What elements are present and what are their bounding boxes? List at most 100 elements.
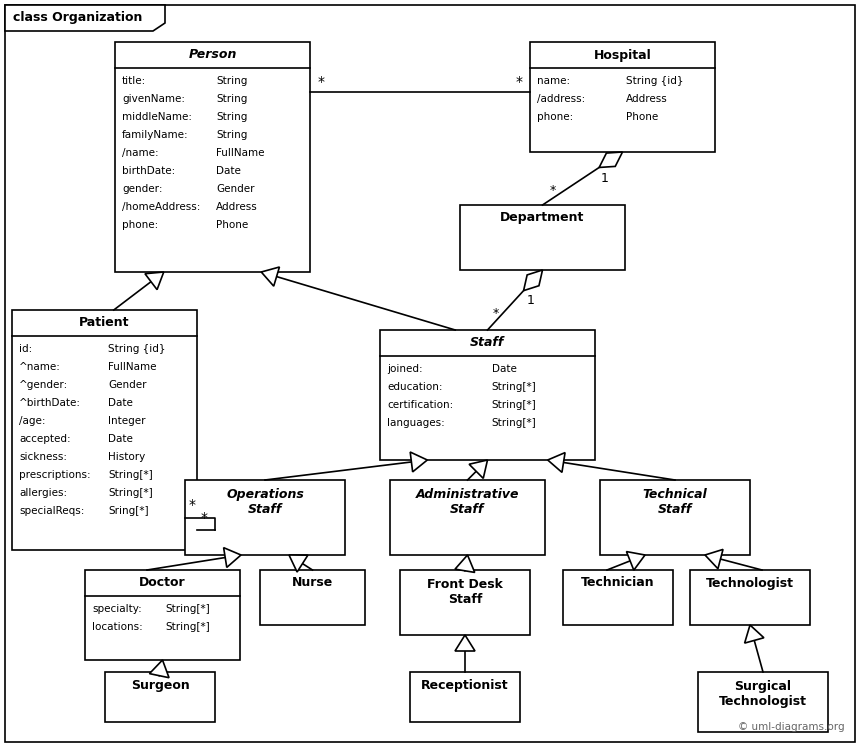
Text: Date: Date bbox=[108, 433, 133, 444]
Text: Staff: Staff bbox=[470, 336, 505, 350]
Text: *: * bbox=[318, 75, 325, 89]
Text: Person: Person bbox=[188, 49, 237, 61]
Text: String[*]: String[*] bbox=[492, 382, 537, 391]
Bar bbox=[380, 330, 595, 460]
Text: *: * bbox=[550, 184, 556, 197]
Bar bbox=[12, 310, 197, 550]
Text: Phone: Phone bbox=[626, 111, 659, 122]
Bar bbox=[400, 570, 530, 635]
Polygon shape bbox=[455, 635, 475, 651]
Text: /name:: /name: bbox=[122, 148, 158, 158]
Text: joined:: joined: bbox=[387, 364, 422, 374]
Text: /homeAddress:: /homeAddress: bbox=[122, 202, 200, 211]
Bar bbox=[600, 480, 750, 555]
Bar bbox=[85, 570, 240, 660]
Text: Date: Date bbox=[217, 166, 242, 176]
Polygon shape bbox=[469, 460, 488, 478]
Polygon shape bbox=[261, 267, 280, 286]
Polygon shape bbox=[705, 549, 723, 568]
Text: Surgical
Technologist: Surgical Technologist bbox=[719, 680, 807, 708]
Bar bbox=[390, 480, 545, 555]
Text: class Organization: class Organization bbox=[13, 11, 143, 25]
Text: Hospital: Hospital bbox=[593, 49, 651, 61]
Text: Gender: Gender bbox=[108, 379, 147, 390]
Text: Integer: Integer bbox=[108, 415, 145, 426]
Text: Receptionist: Receptionist bbox=[421, 678, 509, 692]
Text: Department: Department bbox=[501, 211, 585, 225]
Text: ^gender:: ^gender: bbox=[19, 379, 68, 390]
Polygon shape bbox=[599, 152, 623, 167]
Polygon shape bbox=[626, 551, 645, 570]
Bar bbox=[105, 672, 215, 722]
Text: 1: 1 bbox=[527, 294, 535, 307]
Text: Operations
Staff: Operations Staff bbox=[226, 488, 304, 516]
Text: Address: Address bbox=[626, 93, 668, 104]
Text: birthDate:: birthDate: bbox=[122, 166, 175, 176]
Text: Nurse: Nurse bbox=[292, 577, 333, 589]
Text: String[*]: String[*] bbox=[492, 418, 537, 427]
Bar bbox=[563, 570, 673, 625]
Text: String: String bbox=[217, 75, 248, 86]
Text: String: String bbox=[217, 111, 248, 122]
Text: Phone: Phone bbox=[217, 220, 249, 229]
Text: accepted:: accepted: bbox=[19, 433, 71, 444]
Text: *: * bbox=[201, 511, 208, 525]
Text: Gender: Gender bbox=[217, 184, 255, 193]
Bar bbox=[690, 570, 810, 625]
Bar bbox=[460, 205, 625, 270]
Text: languages:: languages: bbox=[387, 418, 445, 427]
Polygon shape bbox=[224, 548, 241, 568]
Text: String {id}: String {id} bbox=[108, 344, 166, 353]
Polygon shape bbox=[548, 453, 565, 472]
Text: prescriptions:: prescriptions: bbox=[19, 470, 90, 480]
Text: Date: Date bbox=[492, 364, 517, 374]
Bar bbox=[698, 672, 828, 732]
Bar bbox=[185, 480, 345, 555]
Polygon shape bbox=[745, 625, 764, 643]
Text: String: String bbox=[217, 129, 248, 140]
Text: middleName:: middleName: bbox=[122, 111, 192, 122]
Text: History: History bbox=[108, 452, 145, 462]
Text: allergies:: allergies: bbox=[19, 488, 67, 498]
Text: *: * bbox=[189, 498, 196, 512]
Text: Sring[*]: Sring[*] bbox=[108, 506, 149, 515]
Text: givenName:: givenName: bbox=[122, 93, 185, 104]
Text: String[*]: String[*] bbox=[108, 470, 153, 480]
Polygon shape bbox=[410, 452, 427, 472]
Text: locations:: locations: bbox=[92, 622, 143, 632]
Text: Surgeon: Surgeon bbox=[131, 678, 189, 692]
Text: phone:: phone: bbox=[122, 220, 158, 229]
Text: *: * bbox=[493, 307, 499, 320]
Text: /address:: /address: bbox=[537, 93, 586, 104]
Text: gender:: gender: bbox=[122, 184, 163, 193]
Text: Front Desk
Staff: Front Desk Staff bbox=[427, 578, 503, 606]
Text: String[*]: String[*] bbox=[108, 488, 153, 498]
Text: Administrative
Staff: Administrative Staff bbox=[415, 488, 519, 516]
Text: Technician: Technician bbox=[581, 577, 654, 589]
Text: String {id}: String {id} bbox=[626, 75, 684, 86]
Polygon shape bbox=[145, 272, 163, 290]
Text: Doctor: Doctor bbox=[139, 577, 186, 589]
Text: String[*]: String[*] bbox=[166, 622, 211, 632]
Bar bbox=[260, 570, 365, 625]
Text: 1: 1 bbox=[600, 172, 608, 185]
Text: String[*]: String[*] bbox=[492, 400, 537, 409]
Text: Technologist: Technologist bbox=[706, 577, 794, 589]
Text: Date: Date bbox=[108, 397, 133, 408]
Text: specialty:: specialty: bbox=[92, 604, 142, 613]
Polygon shape bbox=[5, 5, 165, 31]
Text: Technical
Staff: Technical Staff bbox=[642, 488, 708, 516]
Text: familyName:: familyName: bbox=[122, 129, 188, 140]
Text: ^birthDate:: ^birthDate: bbox=[19, 397, 81, 408]
Text: title:: title: bbox=[122, 75, 146, 86]
Polygon shape bbox=[455, 555, 475, 572]
Text: sickness:: sickness: bbox=[19, 452, 67, 462]
Text: © uml-diagrams.org: © uml-diagrams.org bbox=[739, 722, 845, 732]
Text: specialReqs:: specialReqs: bbox=[19, 506, 84, 515]
Text: phone:: phone: bbox=[537, 111, 574, 122]
Polygon shape bbox=[150, 660, 169, 678]
Text: Address: Address bbox=[217, 202, 258, 211]
Polygon shape bbox=[524, 270, 543, 291]
Polygon shape bbox=[289, 555, 308, 572]
Text: /age:: /age: bbox=[19, 415, 46, 426]
